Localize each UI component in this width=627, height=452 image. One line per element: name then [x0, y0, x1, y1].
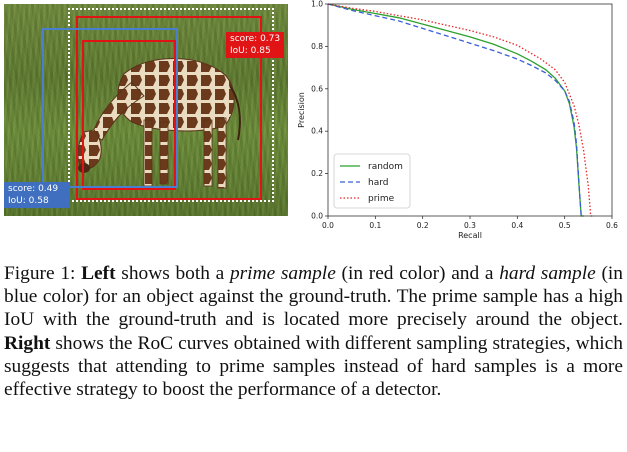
legend-box — [333, 153, 411, 209]
series-line-prime — [327, 3, 594, 217]
y-tick-label: 0.4 — [311, 127, 323, 136]
precision-recall-chart: 0.0 0.1 0.2 0.3 0.4 0.5 0.6 0.0 0.2 0.4 0.6 0.8 1.0 R… — [297, 0, 618, 240]
legend-label-prime: prime — [368, 194, 395, 204]
caption-text: (in blue color) for an object against th… — [4, 263, 623, 331]
legend-label-hard: hard — [368, 178, 388, 188]
prime-inner-box — [82, 40, 176, 190]
y-tick-label: 1.0 — [311, 0, 323, 9]
hard-sample-box — [42, 28, 178, 188]
chart-axes: 0.0 0.1 0.2 0.3 0.4 0.5 0.6 0.0 0.2 0.4 0.6 0.8 1.0 R… — [297, 0, 618, 240]
y-tick-label: 0.0 — [311, 212, 323, 221]
prime-score-text: score: 0.73 — [230, 34, 281, 44]
giraffe-photo: score: 0.73 IoU: 0.85 score: 0.49 IoU: 0… — [4, 4, 288, 216]
hard-score-text: score: 0.49 — [8, 184, 59, 194]
caption-right-bold: Right — [4, 332, 51, 354]
caption-text: shows the RoC curves obtained with diffe… — [4, 332, 623, 401]
prime-sample-tag: score: 0.73 IoU: 0.85 — [226, 32, 285, 58]
prime-iou-text: IoU: 0.85 — [230, 46, 271, 56]
y-tick-label: 0.2 — [311, 169, 323, 178]
caption-text: (in red color) and a — [341, 263, 494, 284]
x-tick-label: 0.3 — [464, 221, 476, 230]
plot-area — [327, 3, 594, 217]
caption-hard-italic: hard sample — [499, 263, 596, 284]
figure-caption: Figure 1: Left shows both a prime sample… — [4, 262, 623, 401]
x-tick-label: 0.1 — [369, 221, 381, 230]
caption-prime-italic: prime sample — [229, 263, 336, 284]
caption-left-bold: Left — [81, 263, 116, 284]
x-tick-label: 0.5 — [559, 221, 571, 230]
x-axis-label: Recall — [458, 231, 482, 240]
hard-iou-text: IoU: 0.58 — [8, 196, 49, 206]
prime-sample-box — [76, 16, 262, 200]
x-tick-label: 0.2 — [417, 221, 429, 230]
y-tick-label: 0.8 — [311, 42, 323, 51]
hard-sample-tag: score: 0.49 IoU: 0.58 — [4, 182, 70, 208]
legend-label-random: random — [368, 162, 403, 172]
x-tick-label: 0.0 — [322, 221, 334, 230]
series-line-hard — [327, 3, 584, 217]
y-tick-label: 0.6 — [311, 84, 323, 93]
chart-legend: random hard prime — [333, 153, 411, 209]
caption-text: shows both a — [121, 263, 225, 284]
x-tick-label: 0.6 — [606, 221, 618, 230]
y-axis-label: Precision — [297, 92, 306, 128]
caption-label: Figure 1: — [4, 263, 76, 284]
ground-truth-box — [68, 8, 274, 202]
x-tick-label: 0.4 — [511, 221, 523, 230]
